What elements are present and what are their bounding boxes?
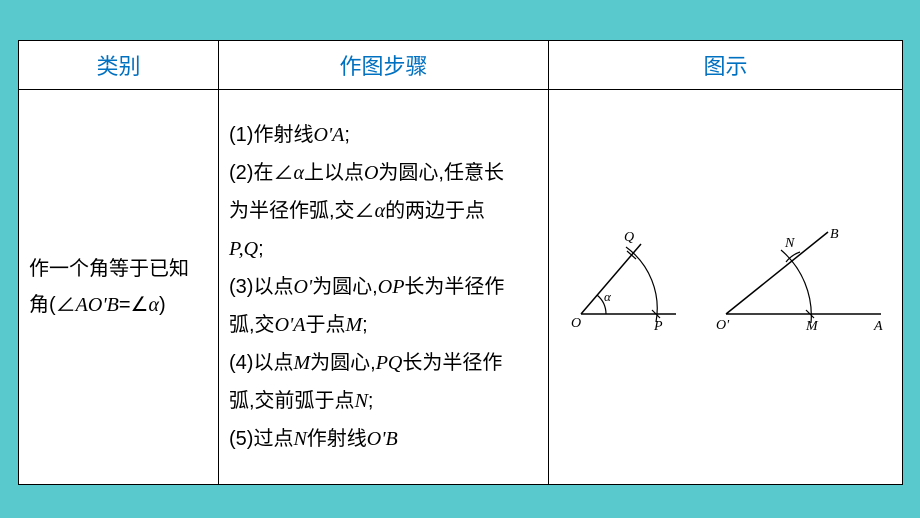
step4-line1: (4)以点M为圆心,PQ长为半径作	[229, 344, 538, 382]
step4-pre: (4)以点	[229, 352, 293, 374]
step3-l2-var2: M	[346, 314, 363, 336]
step5: (5)过点N作射线O'B	[229, 420, 538, 458]
step3-post: 长为半径作	[404, 276, 504, 298]
header-row: 类别 作图步骤 图示	[19, 41, 903, 90]
content-container: 类别 作图步骤 图示 作一个角等于已知 角(∠AO'B=∠α) (1)作射线O'…	[18, 40, 902, 485]
step2-post1: 为圆心,任意长	[378, 162, 504, 184]
step5-var2: O'B	[367, 428, 398, 450]
step1-pre: (1)作射线	[229, 124, 313, 146]
label-M: M	[805, 319, 819, 334]
step5-mid: 作射线	[307, 428, 367, 450]
step3-var1: O'	[293, 276, 312, 298]
step2-l3-post: ;	[258, 238, 264, 260]
step3-l2-post: ;	[362, 314, 368, 336]
step2-line2: 为半径作弧,交∠α的两边于点	[229, 192, 538, 230]
category-text4: )	[159, 294, 166, 316]
step2-l2-post: 的两边于点	[385, 200, 485, 222]
step2-pre: (2)在∠	[229, 162, 293, 184]
label-alpha: α	[604, 289, 612, 304]
step2-l2-pre: 为半径作弧,交∠	[229, 200, 375, 222]
step4-line2: 弧,交前弧于点N;	[229, 382, 538, 420]
step4-l2-var: N	[355, 390, 368, 412]
step2-mid1: 上以点	[304, 162, 364, 184]
step3-mid: 为圆心,	[312, 276, 378, 298]
header-steps: 作图步骤	[219, 41, 549, 90]
step2-var2: O	[364, 162, 378, 184]
category-text2: 角(∠	[29, 294, 76, 316]
left-angle-figure: O P Q α	[571, 230, 676, 334]
category-var1: AO'B	[76, 294, 119, 316]
right-angle-figure: O' M A N B	[716, 227, 883, 334]
angle-construction-diagram: O P Q α	[556, 224, 896, 344]
label-N: N	[784, 236, 795, 251]
label-B: B	[830, 227, 839, 242]
category-text3: =∠	[119, 294, 149, 316]
step2-line3: P,Q;	[229, 230, 538, 268]
category-var2: α	[148, 294, 159, 316]
diagram-cell: O P Q α	[549, 90, 903, 485]
step4-mid: 为圆心,	[310, 352, 376, 374]
label-Q: Q	[624, 230, 634, 245]
category-cell: 作一个角等于已知 角(∠AO'B=∠α)	[19, 90, 219, 485]
step3-var2: OP	[378, 276, 405, 298]
step5-pre: (5)过点	[229, 428, 293, 450]
step4-l2-pre: 弧,交前弧于点	[229, 390, 355, 412]
step3-line1: (3)以点O'为圆心,OP长为半径作	[229, 268, 538, 306]
label-A: A	[873, 319, 883, 334]
step2-var1: α	[293, 162, 304, 184]
category-text1: 作一个角等于已知	[29, 258, 189, 280]
step3-pre: (3)以点	[229, 276, 293, 298]
step4-var2: PQ	[376, 352, 403, 374]
step4-var1: M	[293, 352, 310, 374]
step1-var: O'A	[313, 124, 344, 146]
step5-var1: N	[293, 428, 306, 450]
step4-post: 长为半径作	[402, 352, 502, 374]
step3-line2: 弧,交O'A于点M;	[229, 306, 538, 344]
construction-table: 类别 作图步骤 图示 作一个角等于已知 角(∠AO'B=∠α) (1)作射线O'…	[18, 40, 903, 485]
step3-l2-mid: 于点	[306, 314, 346, 336]
label-O2: O'	[716, 318, 730, 333]
step4-l2-post: ;	[368, 390, 374, 412]
header-diagram: 图示	[549, 41, 903, 90]
table-row: 作一个角等于已知 角(∠AO'B=∠α) (1)作射线O'A; (2)在∠α上以…	[19, 90, 903, 485]
step2-l2-var: α	[375, 200, 386, 222]
steps-cell: (1)作射线O'A; (2)在∠α上以点O为圆心,任意长 为半径作弧,交∠α的两…	[219, 90, 549, 485]
step3-l2-var1: O'A	[275, 314, 306, 336]
step3-l2-pre: 弧,交	[229, 314, 275, 336]
step1-post: ;	[344, 124, 350, 146]
step2-l3-var: P,Q	[229, 238, 258, 260]
step2-line1: (2)在∠α上以点O为圆心,任意长	[229, 154, 538, 192]
step1: (1)作射线O'A;	[229, 116, 538, 154]
label-P: P	[653, 319, 663, 334]
header-category: 类别	[19, 41, 219, 90]
label-O: O	[571, 316, 581, 331]
